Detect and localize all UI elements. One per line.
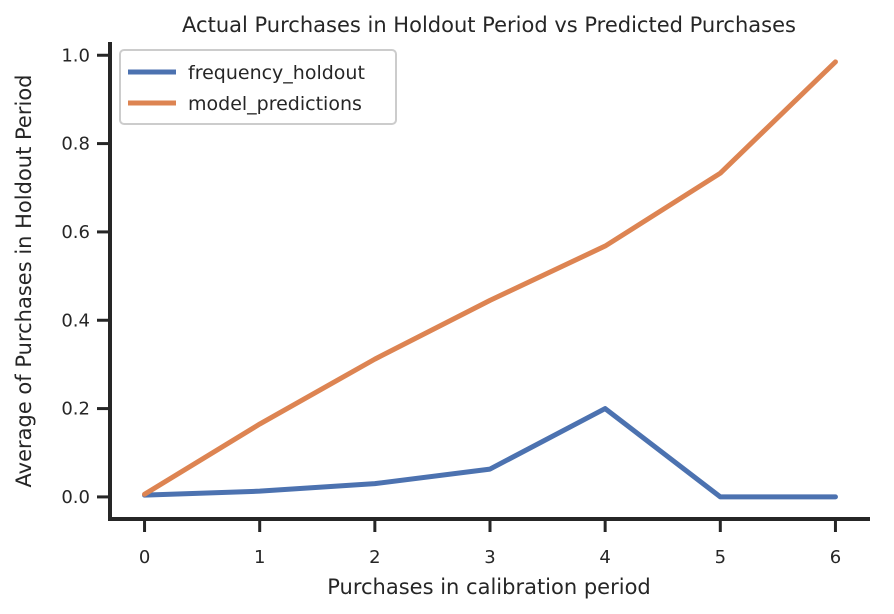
y-tick-label: 0.4: [61, 310, 90, 331]
plot-area: 0 1 2 3 4 5 6 0.0 0.2 0.4 0.6 0.8 1.0: [61, 42, 870, 568]
series-layer: [142, 59, 838, 500]
y-tick-label: 1.0: [61, 45, 90, 66]
y-tick-label: 0.0: [61, 487, 90, 508]
legend: frequency_holdout model_predictions: [119, 49, 397, 125]
x-axis-label: Purchases in calibration period: [327, 575, 651, 599]
y-axis-label: Average of Purchases in Holdout Period: [12, 75, 36, 488]
x-tick-label: 6: [830, 547, 841, 568]
legend-entries: frequency_holdout model_predictions: [128, 62, 365, 115]
series-line-frequency-holdout: [142, 406, 838, 500]
y-tick-label: 0.2: [61, 399, 90, 420]
legend-label: model_predictions: [188, 93, 362, 115]
y-ticks: 0.0 0.2 0.4 0.6 0.8 1.0: [61, 45, 110, 508]
legend-label: frequency_holdout: [188, 62, 365, 84]
x-tick-label: 4: [599, 547, 610, 568]
series-line-model-predictions: [142, 59, 838, 497]
y-tick-label: 0.8: [61, 134, 90, 155]
chart-title: Actual Purchases in Holdout Period vs Pr…: [182, 13, 796, 37]
legend-box: [119, 49, 397, 125]
x-tick-label: 0: [139, 547, 150, 568]
x-tick-label: 3: [484, 547, 495, 568]
y-tick-label: 0.6: [61, 222, 90, 243]
x-tick-label: 1: [254, 547, 265, 568]
x-tick-label: 2: [369, 547, 380, 568]
x-tick-label: 5: [715, 547, 726, 568]
x-ticks: 0 1 2 3 4 5 6: [139, 519, 841, 568]
